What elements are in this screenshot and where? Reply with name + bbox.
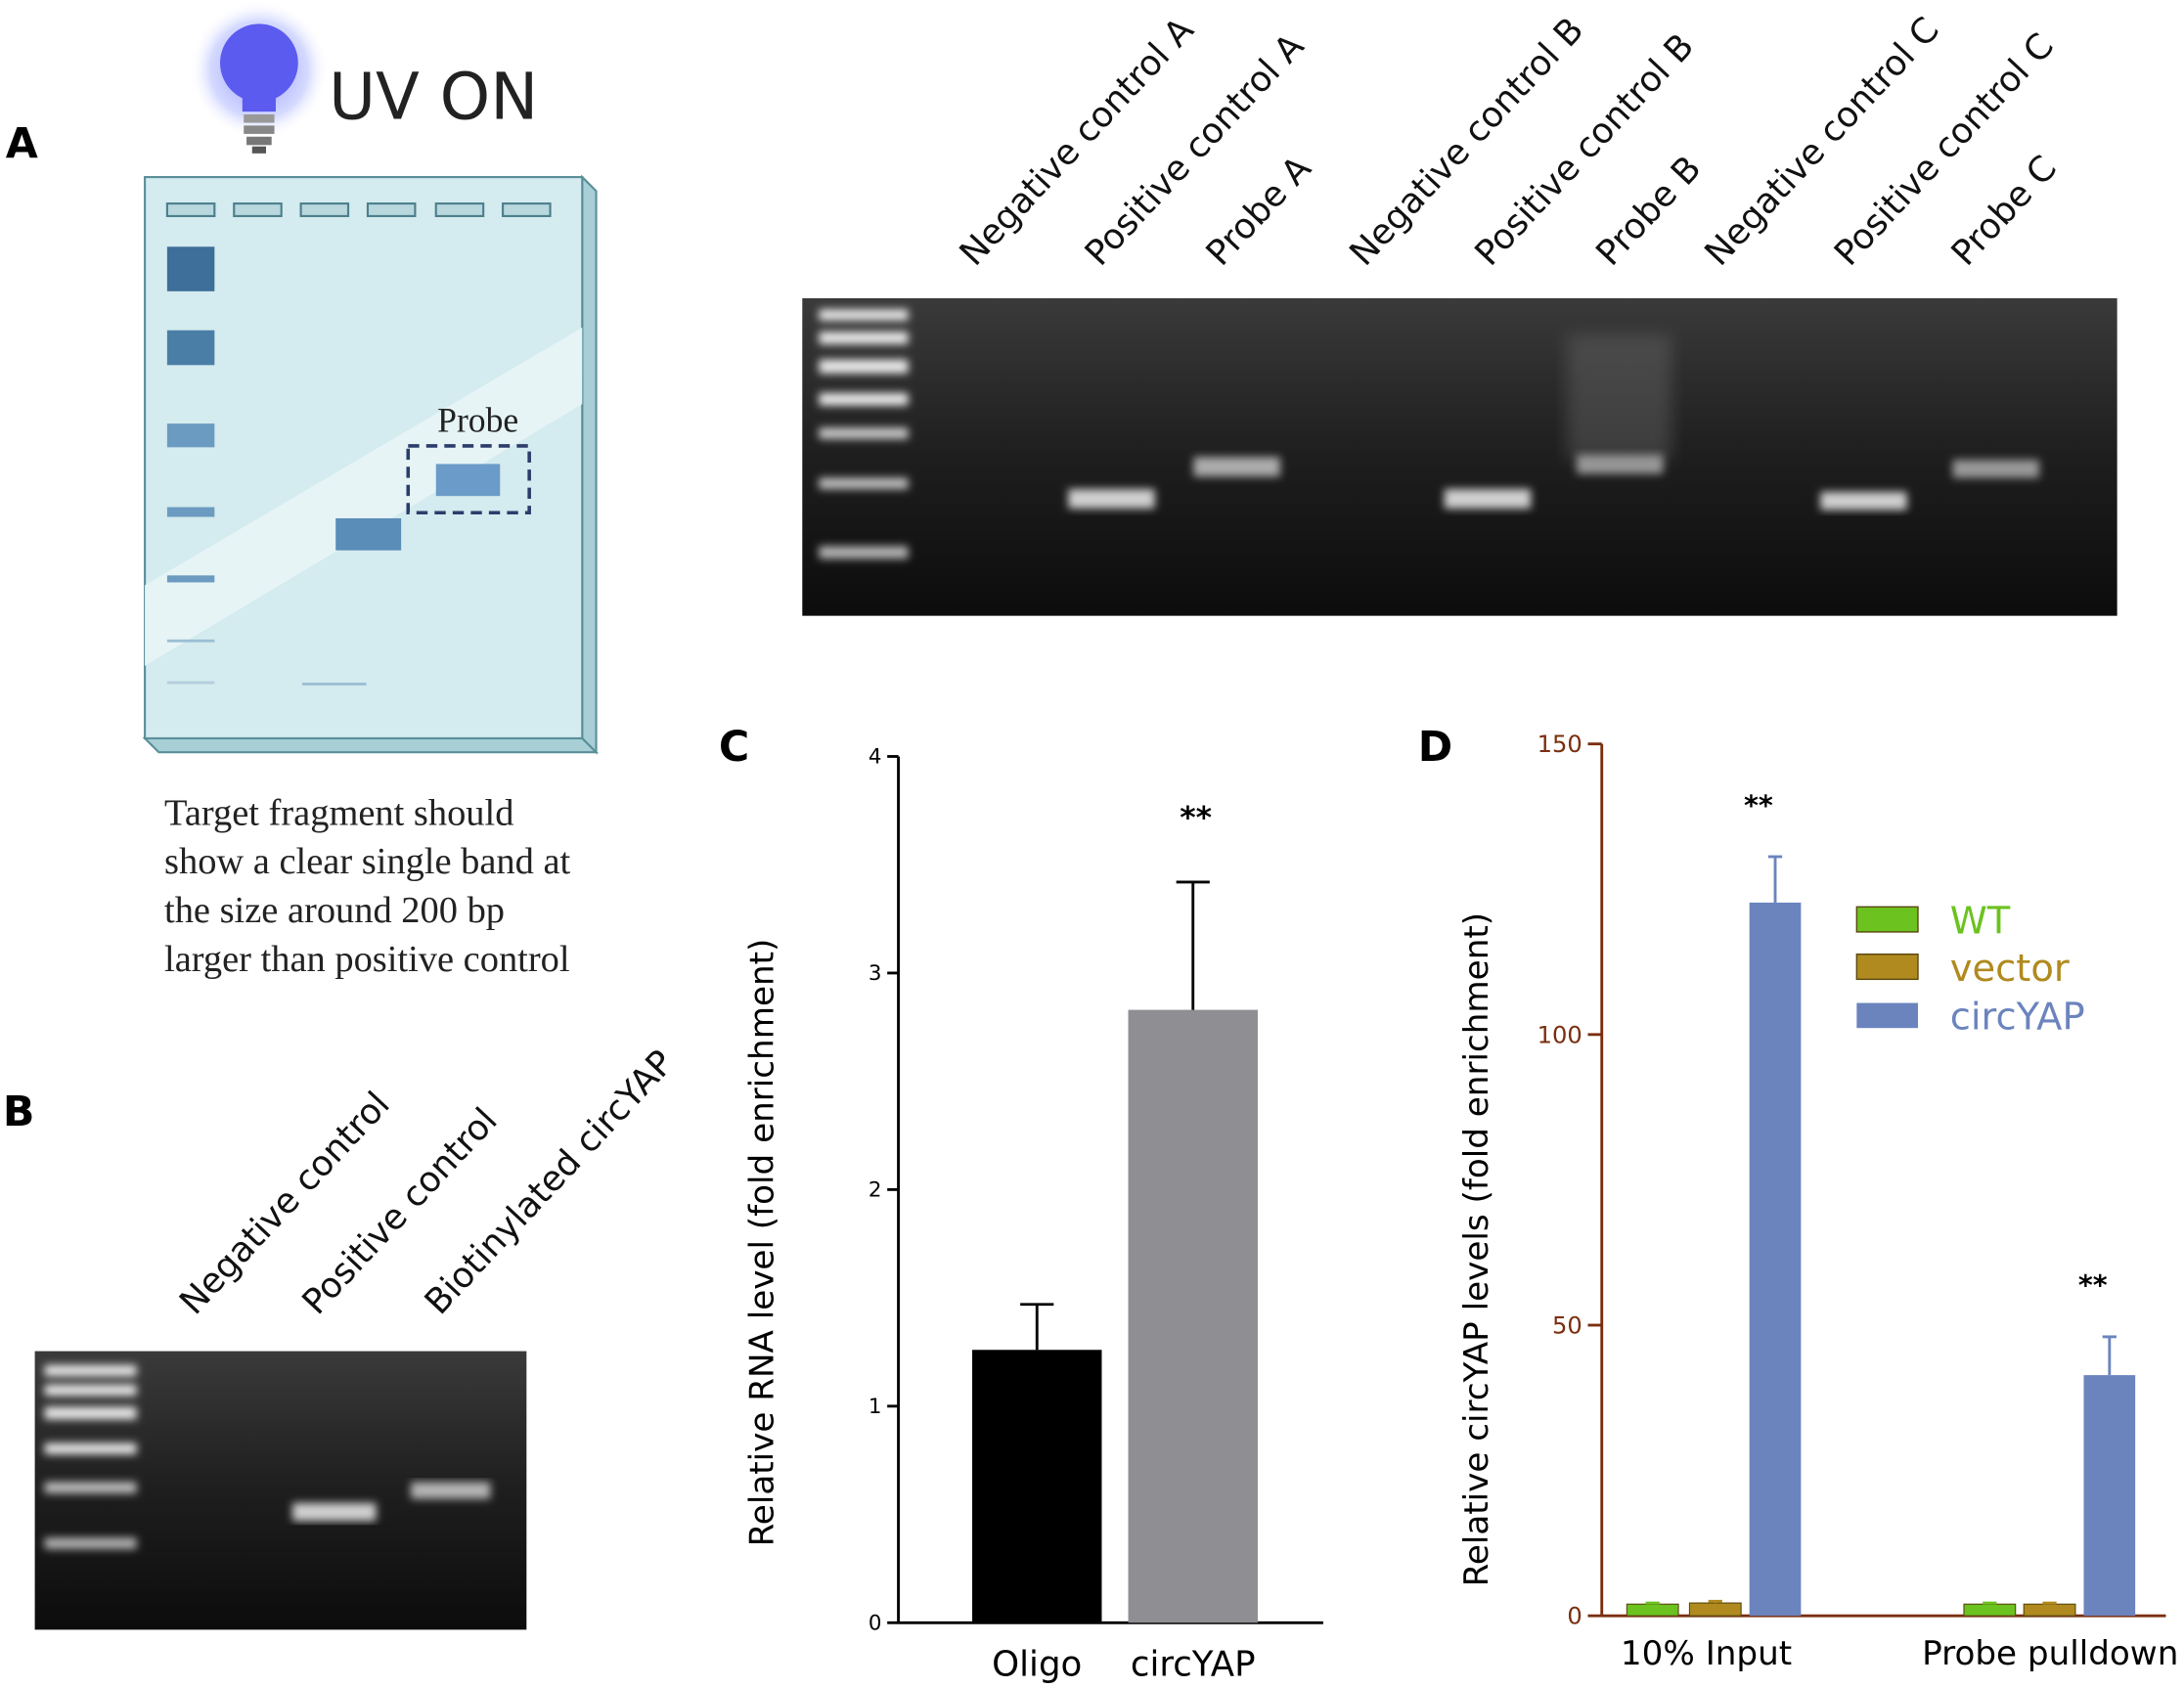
chart-c: 0 1 2 3 4 Oligo circYAP ** Relative RNA level (f…: [742, 745, 1323, 1684]
description-line: show a clear single band at: [164, 841, 571, 882]
chart-d: 0 50 100 150 ** 10% Input ** Probe pulldown WTve…: [1457, 731, 2178, 1673]
y-tick-label: 0: [1567, 1603, 1582, 1630]
y-tick-label: 150: [1538, 731, 1582, 758]
y-tick-label: 3: [869, 961, 882, 986]
panel-letter-d: D: [1418, 723, 1452, 772]
bar-vector: [1688, 1602, 1742, 1617]
bar-vector: [2023, 1603, 2076, 1617]
lane-label: Positive control A: [1078, 25, 1313, 273]
panel-letter-c: C: [719, 723, 749, 772]
legend-label: circYAP: [1950, 996, 2085, 1040]
legend-label: WT: [1950, 899, 2011, 943]
legend-swatch-vector: [1855, 954, 1919, 981]
probe-highlight-box: [406, 444, 531, 515]
y-tick-label: 2: [869, 1178, 882, 1203]
bar-circYAP: [2083, 1375, 2136, 1617]
gel-illustration: [142, 174, 600, 755]
lane-label: Positive control C: [1827, 25, 2062, 273]
y-tick-label: 100: [1538, 1021, 1582, 1048]
x-tick-label: Oligo: [992, 1644, 1082, 1684]
y-tick-label: 1: [869, 1395, 882, 1419]
bar-circYAP: [1749, 902, 1802, 1617]
legend-label: vector: [1950, 947, 2070, 991]
x-tick-label: circYAP: [1131, 1644, 1256, 1684]
x-tick-label: Probe pulldown: [1922, 1634, 2178, 1673]
lane-label: Negative control C: [1697, 10, 1946, 274]
description-line: the size around 200 bp: [164, 890, 505, 931]
y-tick-label: 0: [869, 1611, 882, 1635]
lane-label: Negative control: [172, 1085, 398, 1322]
lane-label: Probe C: [1943, 149, 2065, 274]
panel-letter-a: A: [6, 119, 38, 168]
lane-label: Negative control A: [952, 10, 1202, 274]
y-axis-label: Relative circYAP levels (fold enrichment…: [1457, 912, 1496, 1586]
legend-swatch-WT: [1855, 906, 1919, 933]
y-tick-label: 50: [1552, 1312, 1582, 1340]
description-line: larger than positive control: [164, 939, 570, 980]
panel-letter-b: B: [3, 1088, 35, 1136]
uv-on-label: UV ON: [329, 60, 538, 134]
lane-label: Probe B: [1588, 149, 1709, 274]
x-tick-label: 10% Input: [1621, 1634, 1792, 1673]
lane-label: Probe A: [1199, 148, 1320, 273]
bar-Oligo: [972, 1350, 1102, 1623]
bar-WT: [1626, 1603, 1679, 1617]
gel-image-a: [802, 297, 2117, 616]
lane-label: Negative control B: [1342, 10, 1591, 273]
gel-image-b: [34, 1351, 527, 1630]
lightbulb-icon: [189, 0, 330, 154]
legend-swatch-circYAP: [1856, 1002, 1918, 1029]
lane-label: Positive control B: [1467, 26, 1702, 274]
significance-label: **: [1744, 789, 1773, 821]
y-tick-label: 4: [869, 745, 882, 770]
significance-label: **: [2078, 1269, 2108, 1302]
probe-label: Probe: [437, 401, 518, 440]
bar-WT: [1963, 1603, 2017, 1617]
description-line: Target fragment should: [164, 792, 513, 833]
y-axis-label: Relative RNA level (fold enrichment): [742, 939, 781, 1547]
significance-label: **: [1180, 801, 1212, 836]
bar-circYAP: [1128, 1009, 1258, 1623]
lane-label: Biotinylated circYAP: [418, 1043, 683, 1322]
